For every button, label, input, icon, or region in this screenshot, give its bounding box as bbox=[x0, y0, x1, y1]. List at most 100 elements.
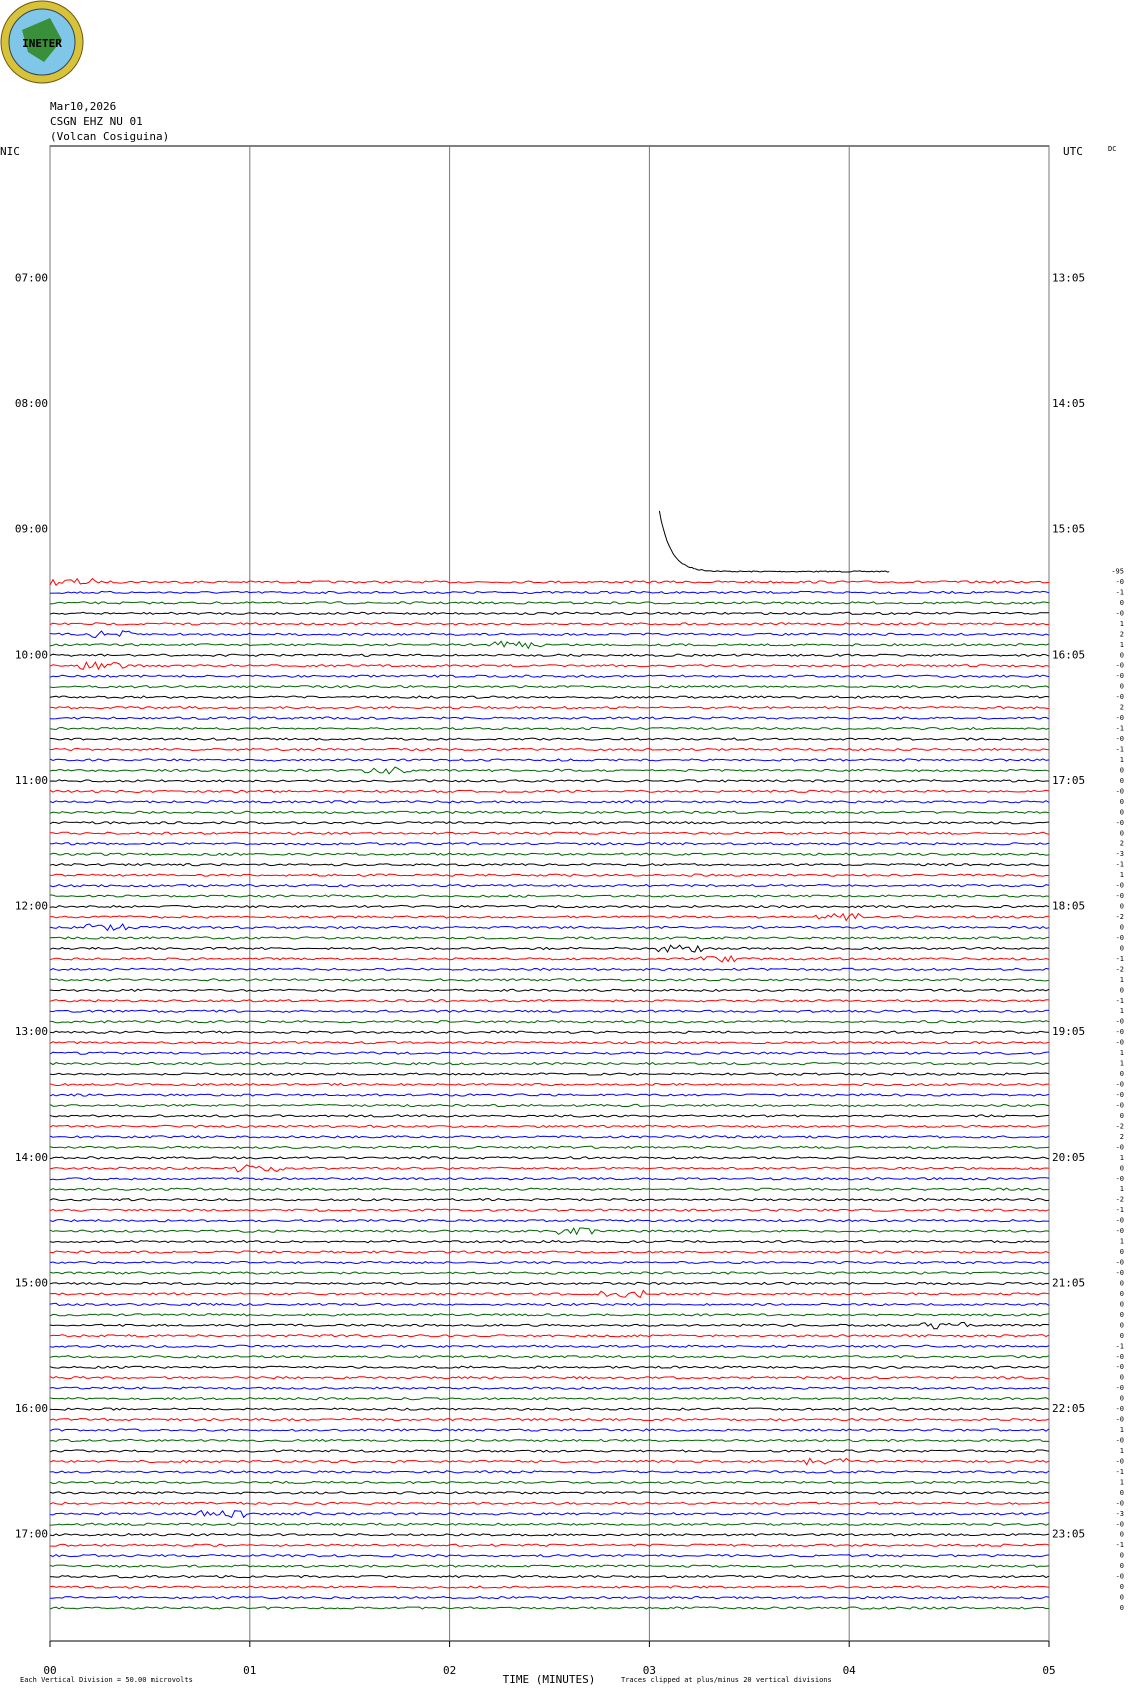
trace-offset: 0 bbox=[1120, 777, 1124, 785]
x-tick-label: 03 bbox=[643, 1664, 656, 1677]
trace bbox=[49, 873, 1050, 877]
trace bbox=[49, 1164, 1050, 1173]
trace bbox=[49, 800, 1050, 804]
right-time-label: 22:05 bbox=[1052, 1402, 1085, 1415]
trace bbox=[49, 1480, 1050, 1485]
trace bbox=[49, 1051, 1049, 1055]
trace bbox=[49, 954, 1050, 963]
trace-offset: 0 bbox=[1120, 1604, 1124, 1612]
trace-offset: 1 bbox=[1120, 1238, 1124, 1246]
trace-offset: 2 bbox=[1120, 1133, 1124, 1141]
trace-offset: -0 bbox=[1116, 1499, 1124, 1507]
trace-offset: -0 bbox=[1116, 1353, 1124, 1361]
trace bbox=[49, 1606, 1050, 1610]
trace-offset: -1 bbox=[1116, 1468, 1124, 1476]
trace-offset: -0 bbox=[1116, 892, 1124, 900]
trace bbox=[49, 779, 1049, 783]
trace-offset: 0 bbox=[1120, 683, 1124, 691]
trace bbox=[49, 661, 1050, 671]
trace-offset: 0 bbox=[1120, 829, 1124, 837]
trace-offset: 2 bbox=[1120, 840, 1124, 848]
trace-offset: -0 bbox=[1116, 1437, 1124, 1445]
trace-offset: -0 bbox=[1116, 609, 1124, 617]
trace-offset: -0 bbox=[1116, 1081, 1124, 1089]
trace bbox=[49, 685, 1050, 689]
trace bbox=[49, 936, 1050, 940]
trace bbox=[49, 1396, 1050, 1401]
trace bbox=[49, 1289, 1050, 1299]
right-zone: UTC bbox=[1063, 145, 1083, 158]
trace bbox=[49, 1260, 1050, 1265]
trace-offset: -0 bbox=[1116, 1405, 1124, 1413]
x-tick-label: 01 bbox=[243, 1664, 256, 1677]
trace bbox=[49, 1208, 1050, 1212]
trace bbox=[49, 1009, 1050, 1013]
trace-offset: -0 bbox=[1116, 1269, 1124, 1277]
trace bbox=[49, 1355, 1050, 1359]
trace bbox=[49, 1321, 1050, 1330]
trace-offset: 0 bbox=[1120, 1489, 1124, 1497]
trace-offset: 1 bbox=[1120, 871, 1124, 879]
left-time-label: 11:00 bbox=[15, 774, 48, 787]
trace bbox=[49, 726, 1050, 731]
trace bbox=[49, 810, 1050, 814]
trace bbox=[49, 1470, 1050, 1474]
trace-offset: 0 bbox=[1120, 651, 1124, 659]
trace-offset: 0 bbox=[1120, 1562, 1124, 1570]
trace bbox=[49, 1449, 1050, 1453]
trace bbox=[49, 1250, 1050, 1254]
left-time-label: 14:00 bbox=[15, 1151, 48, 1164]
trace-offset: 0 bbox=[1120, 903, 1124, 911]
trace-offset: 1 bbox=[1120, 1185, 1124, 1193]
trace-offset: -2 bbox=[1116, 913, 1124, 921]
trace-offset: -1 bbox=[1116, 1206, 1124, 1214]
trace bbox=[49, 1428, 1050, 1432]
trace bbox=[49, 1417, 1050, 1422]
trace-offset: -0 bbox=[1116, 672, 1124, 680]
trace bbox=[49, 1020, 1050, 1024]
trace bbox=[49, 737, 1050, 741]
trace bbox=[50, 842, 1050, 846]
trace-offset: 1 bbox=[1120, 1154, 1124, 1162]
trace-offset: -2 bbox=[1116, 1196, 1124, 1204]
trace bbox=[49, 1407, 1050, 1411]
trace bbox=[49, 944, 1050, 954]
trace-offset: 0 bbox=[1120, 1594, 1124, 1602]
left-time-label: 16:00 bbox=[15, 1402, 48, 1415]
trace-offset: 0 bbox=[1120, 923, 1124, 931]
right-time-label: 20:05 bbox=[1052, 1151, 1085, 1164]
trace bbox=[49, 1227, 1050, 1236]
trace bbox=[49, 1082, 1050, 1087]
trace bbox=[49, 967, 1050, 972]
trace bbox=[49, 758, 1050, 762]
trace-offset: -0 bbox=[1116, 662, 1124, 670]
trace-offset: 2 bbox=[1120, 704, 1124, 712]
trace-offset: -0 bbox=[1116, 1143, 1124, 1151]
trace bbox=[49, 1103, 1050, 1108]
left-time-label: 17:00 bbox=[15, 1528, 48, 1541]
trace-offset: 1 bbox=[1120, 1049, 1124, 1057]
trace bbox=[49, 978, 1050, 982]
trace-offset: -0 bbox=[1116, 1520, 1124, 1528]
trace-offset: -0 bbox=[1116, 819, 1124, 827]
trace-offset: 1 bbox=[1120, 756, 1124, 764]
trace bbox=[49, 1376, 1050, 1380]
scale-note: Each Vertical Division = 50.00 microvolt… bbox=[20, 1676, 193, 1684]
trace-offset: -0 bbox=[1116, 1091, 1124, 1099]
trace-offset: -1 bbox=[1116, 1342, 1124, 1350]
trace-offset: 0 bbox=[1120, 986, 1124, 994]
trace bbox=[49, 1585, 1050, 1589]
left-time-label: 13:00 bbox=[15, 1025, 48, 1038]
trace-offset: 1 bbox=[1120, 1447, 1124, 1455]
trace-offset: 1 bbox=[1120, 976, 1124, 984]
trace bbox=[49, 1061, 1050, 1066]
trace-offset: 0 bbox=[1120, 1248, 1124, 1256]
trace bbox=[49, 883, 1050, 888]
trace bbox=[49, 1457, 1050, 1466]
trace bbox=[49, 653, 1050, 657]
trace bbox=[49, 821, 1050, 825]
trace-offset: -0 bbox=[1116, 882, 1124, 890]
trace-offset: -95 bbox=[1111, 568, 1124, 576]
trace-offset: -0 bbox=[1116, 735, 1124, 743]
